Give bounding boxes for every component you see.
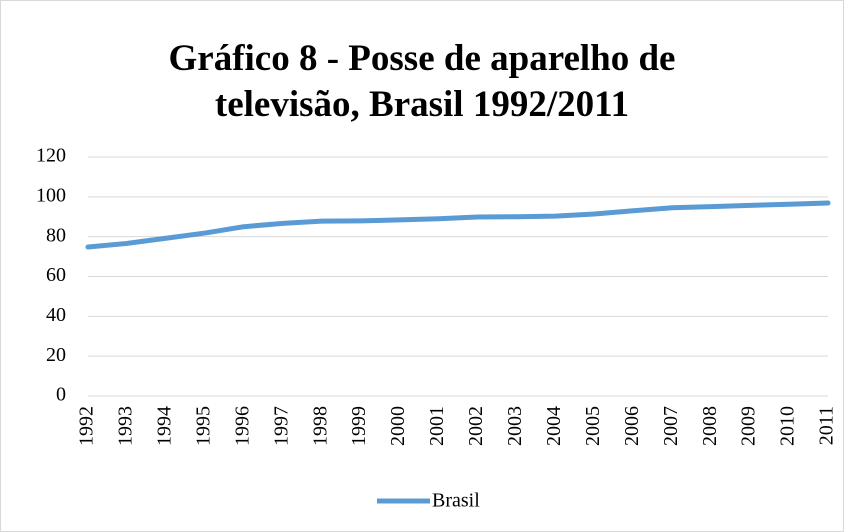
x-tick-label: 2008 bbox=[699, 406, 721, 446]
y-tick-label: 100 bbox=[36, 184, 66, 206]
y-tick-label: 60 bbox=[46, 264, 66, 286]
y-tick-label: 0 bbox=[56, 384, 66, 406]
x-tick-label: 2007 bbox=[660, 406, 682, 446]
legend-label: Brasil bbox=[432, 490, 480, 512]
x-tick-label: 2001 bbox=[426, 406, 448, 446]
x-tick-label: 2002 bbox=[465, 406, 487, 446]
x-tick-label: 2000 bbox=[387, 406, 409, 446]
x-tick-label: 2004 bbox=[543, 406, 565, 446]
chart-title: Gráfico 8 - Posse de aparelho de televis… bbox=[168, 38, 676, 125]
x-tick-label: 1998 bbox=[309, 406, 331, 446]
x-tick-label: 1997 bbox=[270, 406, 292, 446]
y-tick-label: 80 bbox=[46, 224, 66, 246]
y-tick-label: 40 bbox=[46, 304, 66, 326]
x-tick-label: 2006 bbox=[621, 406, 643, 446]
x-tick-label: 2011 bbox=[816, 406, 838, 445]
x-tick-label: 2003 bbox=[504, 406, 526, 446]
x-tick-label: 2009 bbox=[738, 406, 760, 446]
y-tick-label: 120 bbox=[36, 145, 66, 167]
y-tick-label: 20 bbox=[46, 344, 66, 366]
x-tick-label: 1996 bbox=[231, 406, 253, 446]
x-tick-label: 1994 bbox=[153, 406, 175, 446]
x-tick-label: 2005 bbox=[582, 406, 604, 446]
data-line bbox=[85, 200, 831, 250]
x-tick-label: 2010 bbox=[777, 406, 799, 446]
x-tick-label: 1999 bbox=[348, 406, 370, 446]
x-tick-label: 1992 bbox=[76, 406, 98, 446]
x-tick-label: 1993 bbox=[115, 406, 137, 446]
x-tick-label: 1995 bbox=[192, 406, 214, 446]
